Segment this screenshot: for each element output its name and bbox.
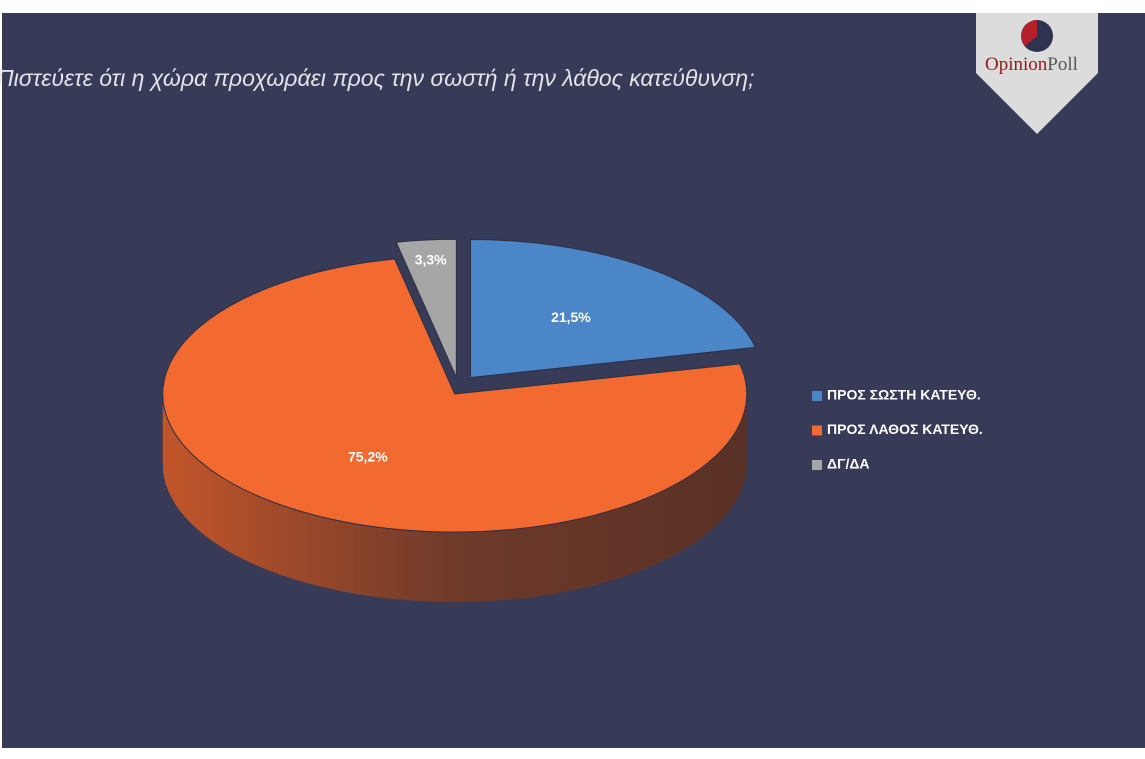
data-label: 3,3% <box>415 251 447 267</box>
slice-side <box>162 394 747 603</box>
legend-swatch <box>812 391 822 401</box>
legend-swatch <box>812 460 822 470</box>
logo-word: Poll <box>1047 54 1078 75</box>
legend-label: ΔΓ/ΔΑ <box>827 456 870 472</box>
slice <box>395 238 457 378</box>
legend-label: ΠΡΟΣ ΛΑΘΟΣ ΚΑΤΕΥΘ. <box>827 421 983 437</box>
pie: 21,5% 75,2% 3,3% <box>162 238 757 603</box>
legend: ΠΡΟΣ ΣΩΣΤΗ ΚΑΤΕΥΘ. ΠΡΟΣ ΛΑΘΟΣ ΚΑΤΕΥΘ. ΔΓ/Δ… <box>812 387 983 472</box>
logo: OpinionPoll <box>976 13 1098 134</box>
legend-swatch <box>812 425 822 436</box>
logo-badge <box>976 13 1098 134</box>
data-label: 21,5% <box>551 309 591 325</box>
logo-text: OpinionPoll <box>985 54 1078 75</box>
legend-label: ΠΡΟΣ ΣΩΣΤΗ ΚΑΤΕΥΘ. <box>827 387 981 403</box>
chart-title: Πιστεύετε ότι η χώρα προχωράει προς την … <box>0 65 755 91</box>
slice <box>470 239 757 379</box>
logo-word: Opinion <box>985 54 1048 75</box>
data-label: 75,2% <box>348 449 388 465</box>
logo-circle-part <box>1021 20 1037 46</box>
slice <box>162 258 748 533</box>
